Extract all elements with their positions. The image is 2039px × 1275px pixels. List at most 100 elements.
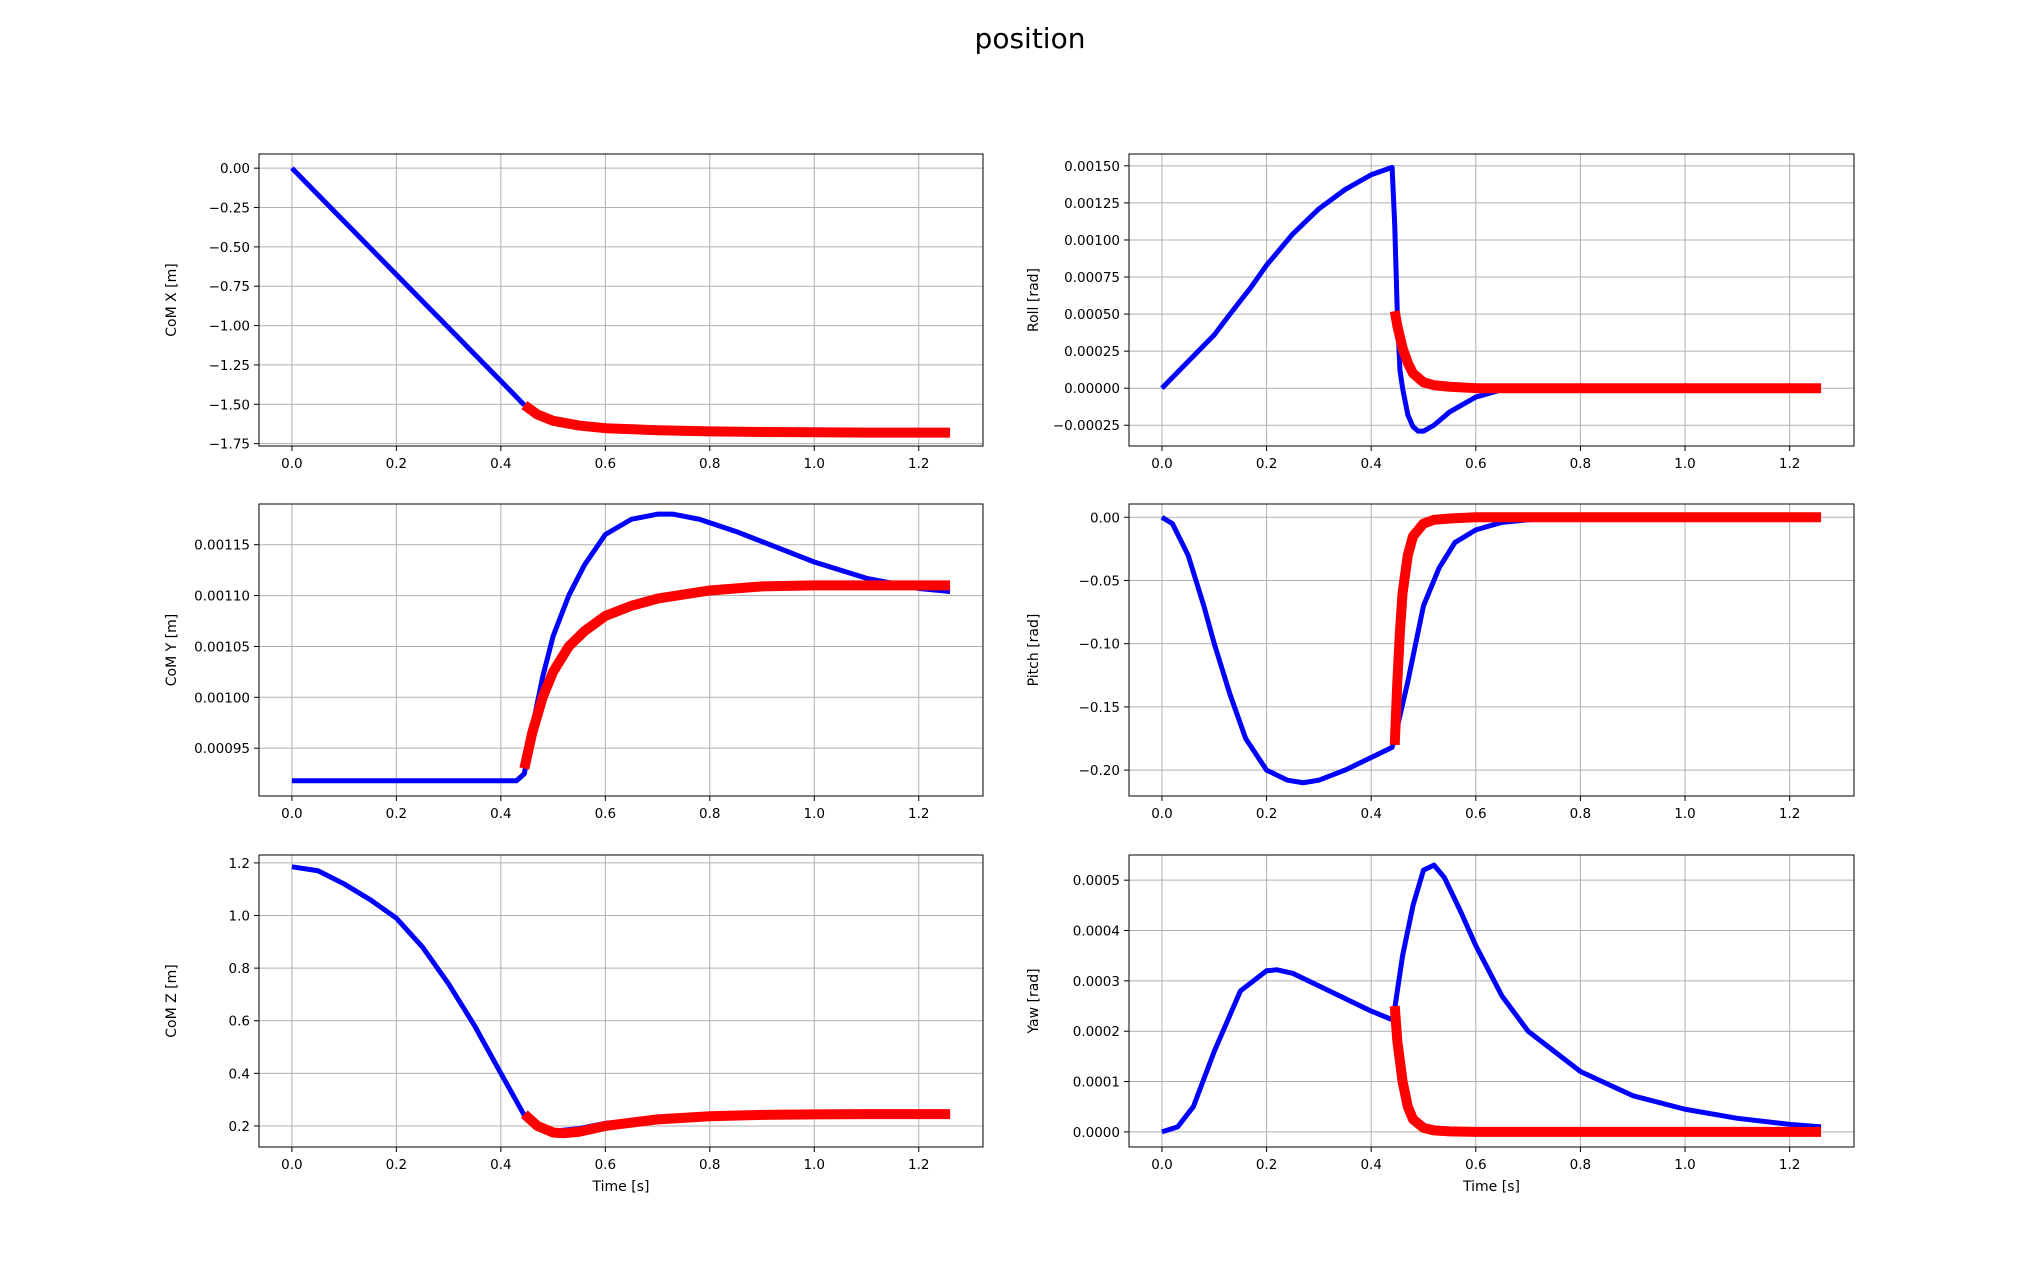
y-tick-label: 0.00100 — [1064, 233, 1120, 249]
y-axis-label: CoM Y [m] — [164, 614, 180, 686]
x-tick-label: 0.8 — [699, 806, 720, 822]
axes-frame — [1128, 503, 1855, 797]
y-tick-label: −0.00025 — [1053, 418, 1120, 434]
series-line-2 — [1389, 1005, 1822, 1137]
x-tick-label: 0.4 — [1360, 456, 1381, 472]
subplot-5: 0.0 0.2 0.4 0.6 0.8 1.0 1.2 1.2 1.0 0.8 0.6 0.4 0.2 C… — [164, 854, 984, 1195]
series-line-1 — [1161, 862, 1822, 1135]
x-tick-label: 0.0 — [1151, 1157, 1172, 1173]
y-tick-label: 1.2 — [229, 856, 250, 872]
y-tick-label: 0.0005 — [1073, 873, 1120, 889]
x-tick-label: 0.2 — [1256, 1157, 1277, 1173]
y-tick-label: 0.0002 — [1073, 1024, 1120, 1040]
axes-frame — [1128, 153, 1855, 447]
x-tick-label: 0.8 — [1570, 1157, 1591, 1173]
x-tick-label: 0.8 — [699, 456, 720, 472]
y-tick-label: −1.75 — [209, 437, 250, 453]
y-tick-label: −0.10 — [1079, 637, 1120, 653]
subplot-1: 0.0 0.2 0.4 0.6 0.8 1.0 1.2 0.00 −0.25 −0.50 −0.75… — [164, 153, 984, 472]
y-tick-label: 0.00110 — [194, 589, 250, 605]
y-tick-label: 0.00025 — [1064, 344, 1120, 360]
x-tick-label: 1.0 — [1674, 1157, 1695, 1173]
axes-frame — [258, 153, 984, 447]
x-tick-label: 1.0 — [804, 1157, 825, 1173]
axes-frame — [258, 854, 984, 1148]
x-tick-label: 1.0 — [1674, 806, 1695, 822]
x-tick-label: 0.0 — [281, 1157, 302, 1173]
y-tick-label: 0.00 — [1090, 510, 1120, 526]
x-tick-label: 0.4 — [490, 806, 511, 822]
y-axis-label: CoM X [m] — [164, 263, 180, 336]
x-tick-label: 0.8 — [699, 1157, 720, 1173]
x-tick-label: 0.0 — [281, 806, 302, 822]
x-tick-label: 0.4 — [490, 456, 511, 472]
x-tick-label: 0.6 — [1465, 1157, 1486, 1173]
x-tick-label: 1.0 — [1674, 456, 1695, 472]
x-tick-label: 1.0 — [804, 456, 825, 472]
x-tick-label: 0.6 — [1465, 806, 1486, 822]
x-tick-label: 0.2 — [386, 806, 407, 822]
x-tick-label: 0.2 — [1256, 456, 1277, 472]
y-tick-label: 0.4 — [229, 1066, 250, 1082]
x-tick-label: 0.8 — [1570, 456, 1591, 472]
y-tick-label: 0.00 — [220, 161, 250, 177]
x-tick-label: 0.6 — [595, 456, 616, 472]
y-tick-label: −0.20 — [1079, 763, 1120, 779]
series-line-2 — [519, 580, 951, 770]
x-tick-label: 0.6 — [595, 806, 616, 822]
x-tick-label: 0.2 — [386, 456, 407, 472]
subplot-3: 0.0 0.2 0.4 0.6 0.8 1.0 1.2 0.00115 0.00110 0.001… — [164, 503, 984, 822]
y-tick-label: 0.0000 — [1073, 1125, 1120, 1141]
y-tick-label: 0.00150 — [1064, 159, 1120, 175]
x-axis-label: Time [s] — [1462, 1179, 1520, 1195]
y-tick-label: −0.15 — [1079, 700, 1120, 716]
subplot-4: 0.0 0.2 0.4 0.6 0.8 1.0 1.2 0.00 −0.05 −0.10 −0.15… — [1026, 503, 1855, 822]
y-tick-label: 0.2 — [229, 1119, 250, 1135]
y-tick-label: 0.00000 — [1064, 381, 1120, 397]
x-tick-label: 0.8 — [1570, 806, 1591, 822]
subplots: 0.0 0.2 0.4 0.6 0.8 1.0 1.2 0.00 −0.25 −0.50 −0.75… — [164, 153, 1855, 1195]
axes-frame — [1128, 854, 1855, 1148]
y-tick-label: 0.00050 — [1064, 307, 1120, 323]
series-line-2 — [1389, 512, 1822, 746]
y-tick-label: −0.75 — [209, 279, 250, 295]
x-tick-label: 0.2 — [386, 1157, 407, 1173]
figure-title: position — [975, 22, 1086, 55]
x-tick-label: 0.6 — [595, 1157, 616, 1173]
series-line-1 — [1160, 514, 1822, 786]
x-tick-label: 0.4 — [1360, 1157, 1381, 1173]
y-tick-label: −0.05 — [1079, 573, 1120, 589]
x-tick-label: 1.2 — [1779, 1157, 1800, 1173]
x-tick-label: 1.2 — [1779, 456, 1800, 472]
x-tick-label: 1.2 — [908, 806, 929, 822]
x-tick-label: 1.2 — [1779, 806, 1800, 822]
y-axis-label: CoM Z [m] — [164, 964, 180, 1037]
x-tick-label: 1.2 — [908, 1157, 929, 1173]
x-tick-label: 0.0 — [1151, 456, 1172, 472]
series-line-1 — [291, 511, 951, 784]
x-tick-label: 1.2 — [908, 456, 929, 472]
axes-frame — [258, 503, 984, 797]
x-tick-label: 1.0 — [804, 806, 825, 822]
y-tick-label: 0.00095 — [194, 741, 250, 757]
series-line-2 — [1389, 310, 1822, 394]
y-tick-label: −0.50 — [209, 240, 250, 256]
y-tick-label: 0.00100 — [194, 690, 250, 706]
y-tick-label: 0.00125 — [1064, 196, 1120, 212]
y-tick-label: −0.25 — [209, 201, 250, 217]
x-tick-label: 0.4 — [490, 1157, 511, 1173]
series-line-1 — [291, 864, 951, 1134]
x-tick-label: 0.0 — [1151, 806, 1172, 822]
subplot-6: 0.0 0.2 0.4 0.6 0.8 1.0 1.2 0.0005 0.0004 0.0003 0… — [1026, 854, 1855, 1195]
y-tick-label: 0.6 — [229, 1014, 250, 1030]
subplot-2: 0.0 0.2 0.4 0.6 0.8 1.0 1.2 0.00150 0.00125 0.001… — [1026, 153, 1855, 472]
series-line-2 — [521, 1109, 951, 1139]
x-tick-label: 0.4 — [1360, 806, 1381, 822]
y-tick-label: 0.00105 — [194, 639, 250, 655]
y-tick-label: 0.0004 — [1073, 924, 1120, 940]
y-tick-label: 1.0 — [229, 909, 250, 925]
y-tick-label: 0.8 — [229, 961, 250, 977]
series-line-2 — [521, 401, 951, 438]
y-tick-label: 0.0001 — [1073, 1075, 1120, 1091]
